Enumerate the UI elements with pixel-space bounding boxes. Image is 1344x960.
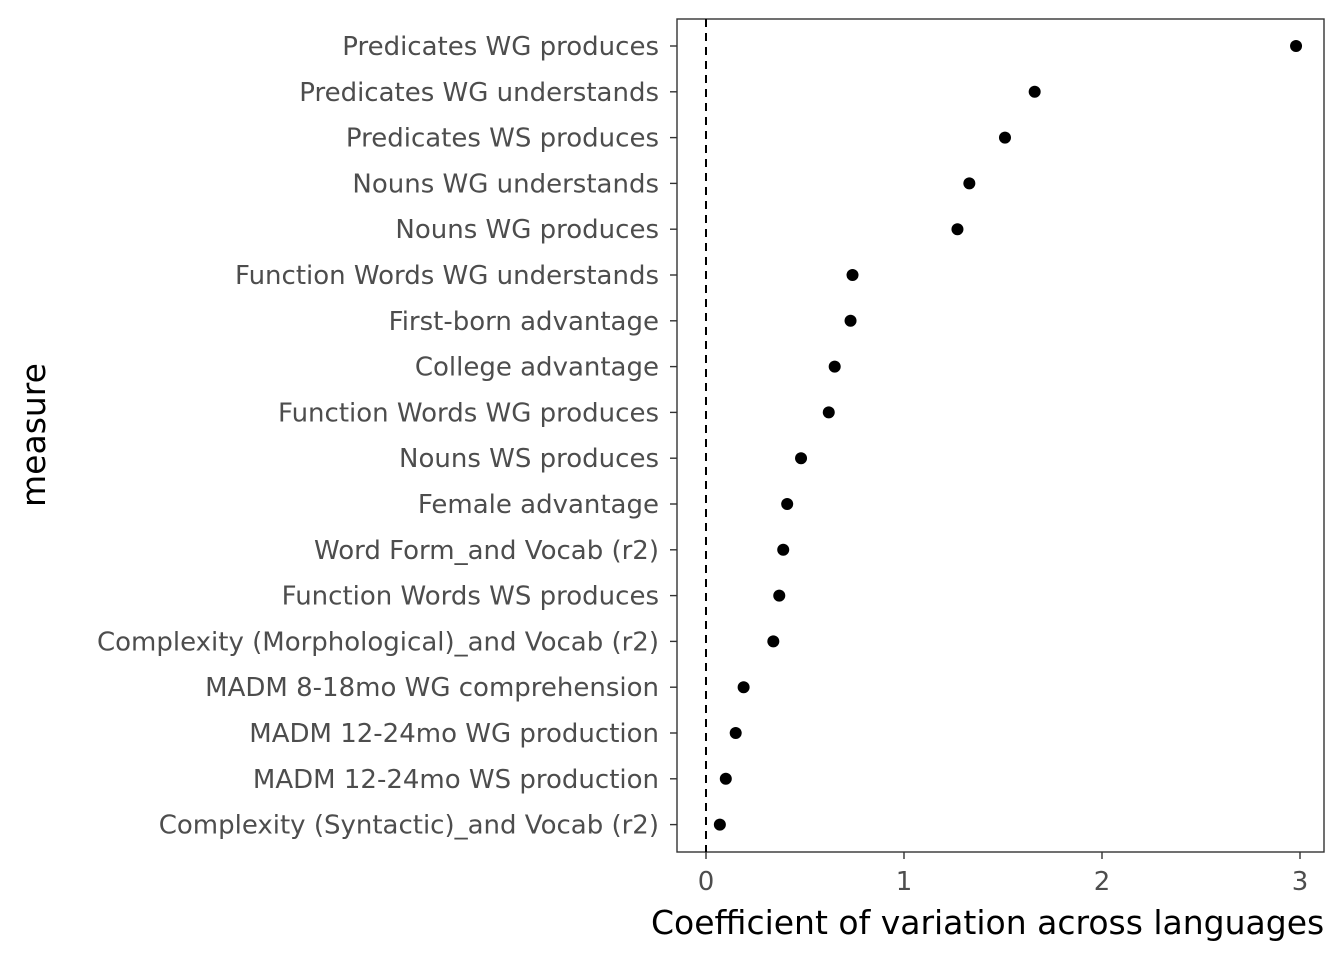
x-axis-title: Coefficient of variation across language…	[651, 903, 1324, 942]
x-axis: 0 1 2 3	[698, 852, 1309, 897]
data-point	[1028, 85, 1041, 98]
data-point	[781, 498, 794, 510]
y-tick-label: Word Form_and Vocab (r2)	[314, 536, 659, 566]
y-tick-label: College advantage	[415, 353, 659, 383]
y-tick-label: Complexity (Syntactic)_and Vocab (r2)	[159, 811, 659, 841]
y-tick-label: Nouns WS produces	[399, 444, 659, 474]
data-point	[822, 406, 835, 419]
data-point	[1290, 40, 1303, 52]
x-tick-label: 0	[698, 867, 715, 897]
y-axis: Predicates WG produces Predicates WG unde…	[97, 32, 677, 841]
data-point	[773, 589, 786, 602]
data-point	[795, 452, 808, 465]
y-tick-label: Nouns WG understands	[352, 169, 659, 199]
data-point	[844, 314, 857, 327]
y-tick-label: MADM 12-24mo WS production	[253, 765, 659, 795]
data-point	[828, 360, 841, 373]
y-tick-label: MADM 12-24mo WG production	[249, 719, 659, 749]
y-tick-label: Female advantage	[418, 490, 659, 520]
data-point	[998, 131, 1011, 144]
y-tick-label: Function Words WG produces	[278, 398, 659, 428]
y-tick-label: Nouns WG produces	[395, 215, 659, 245]
data-point	[713, 818, 726, 831]
plot-panel	[676, 18, 1325, 853]
y-tick-label: Complexity (Morphological)_and Vocab (r2…	[97, 627, 659, 657]
y-tick-label: Predicates WG understands	[299, 78, 659, 108]
y-tick-label: Predicates WG produces	[342, 32, 659, 62]
y-axis-title: measure	[14, 363, 53, 507]
data-point	[719, 772, 732, 785]
data-point	[963, 177, 976, 190]
x-tick-label: 2	[1094, 867, 1111, 897]
data-point	[737, 681, 750, 694]
y-tick-label: First-born advantage	[389, 307, 659, 337]
data-point	[729, 727, 742, 739]
data-points	[713, 40, 1303, 831]
x-tick-label: 3	[1292, 867, 1309, 897]
y-tick-label: Predicates WS produces	[346, 124, 659, 154]
y-tick-label: MADM 8-18mo WG comprehension	[205, 673, 659, 703]
y-tick-label: Function Words WG understands	[235, 261, 659, 291]
y-tick-label: Function Words WS produces	[282, 582, 659, 612]
data-point	[777, 543, 790, 556]
data-point	[846, 269, 859, 281]
data-point	[951, 223, 964, 236]
x-tick-label: 1	[896, 867, 913, 897]
data-point	[767, 635, 780, 648]
